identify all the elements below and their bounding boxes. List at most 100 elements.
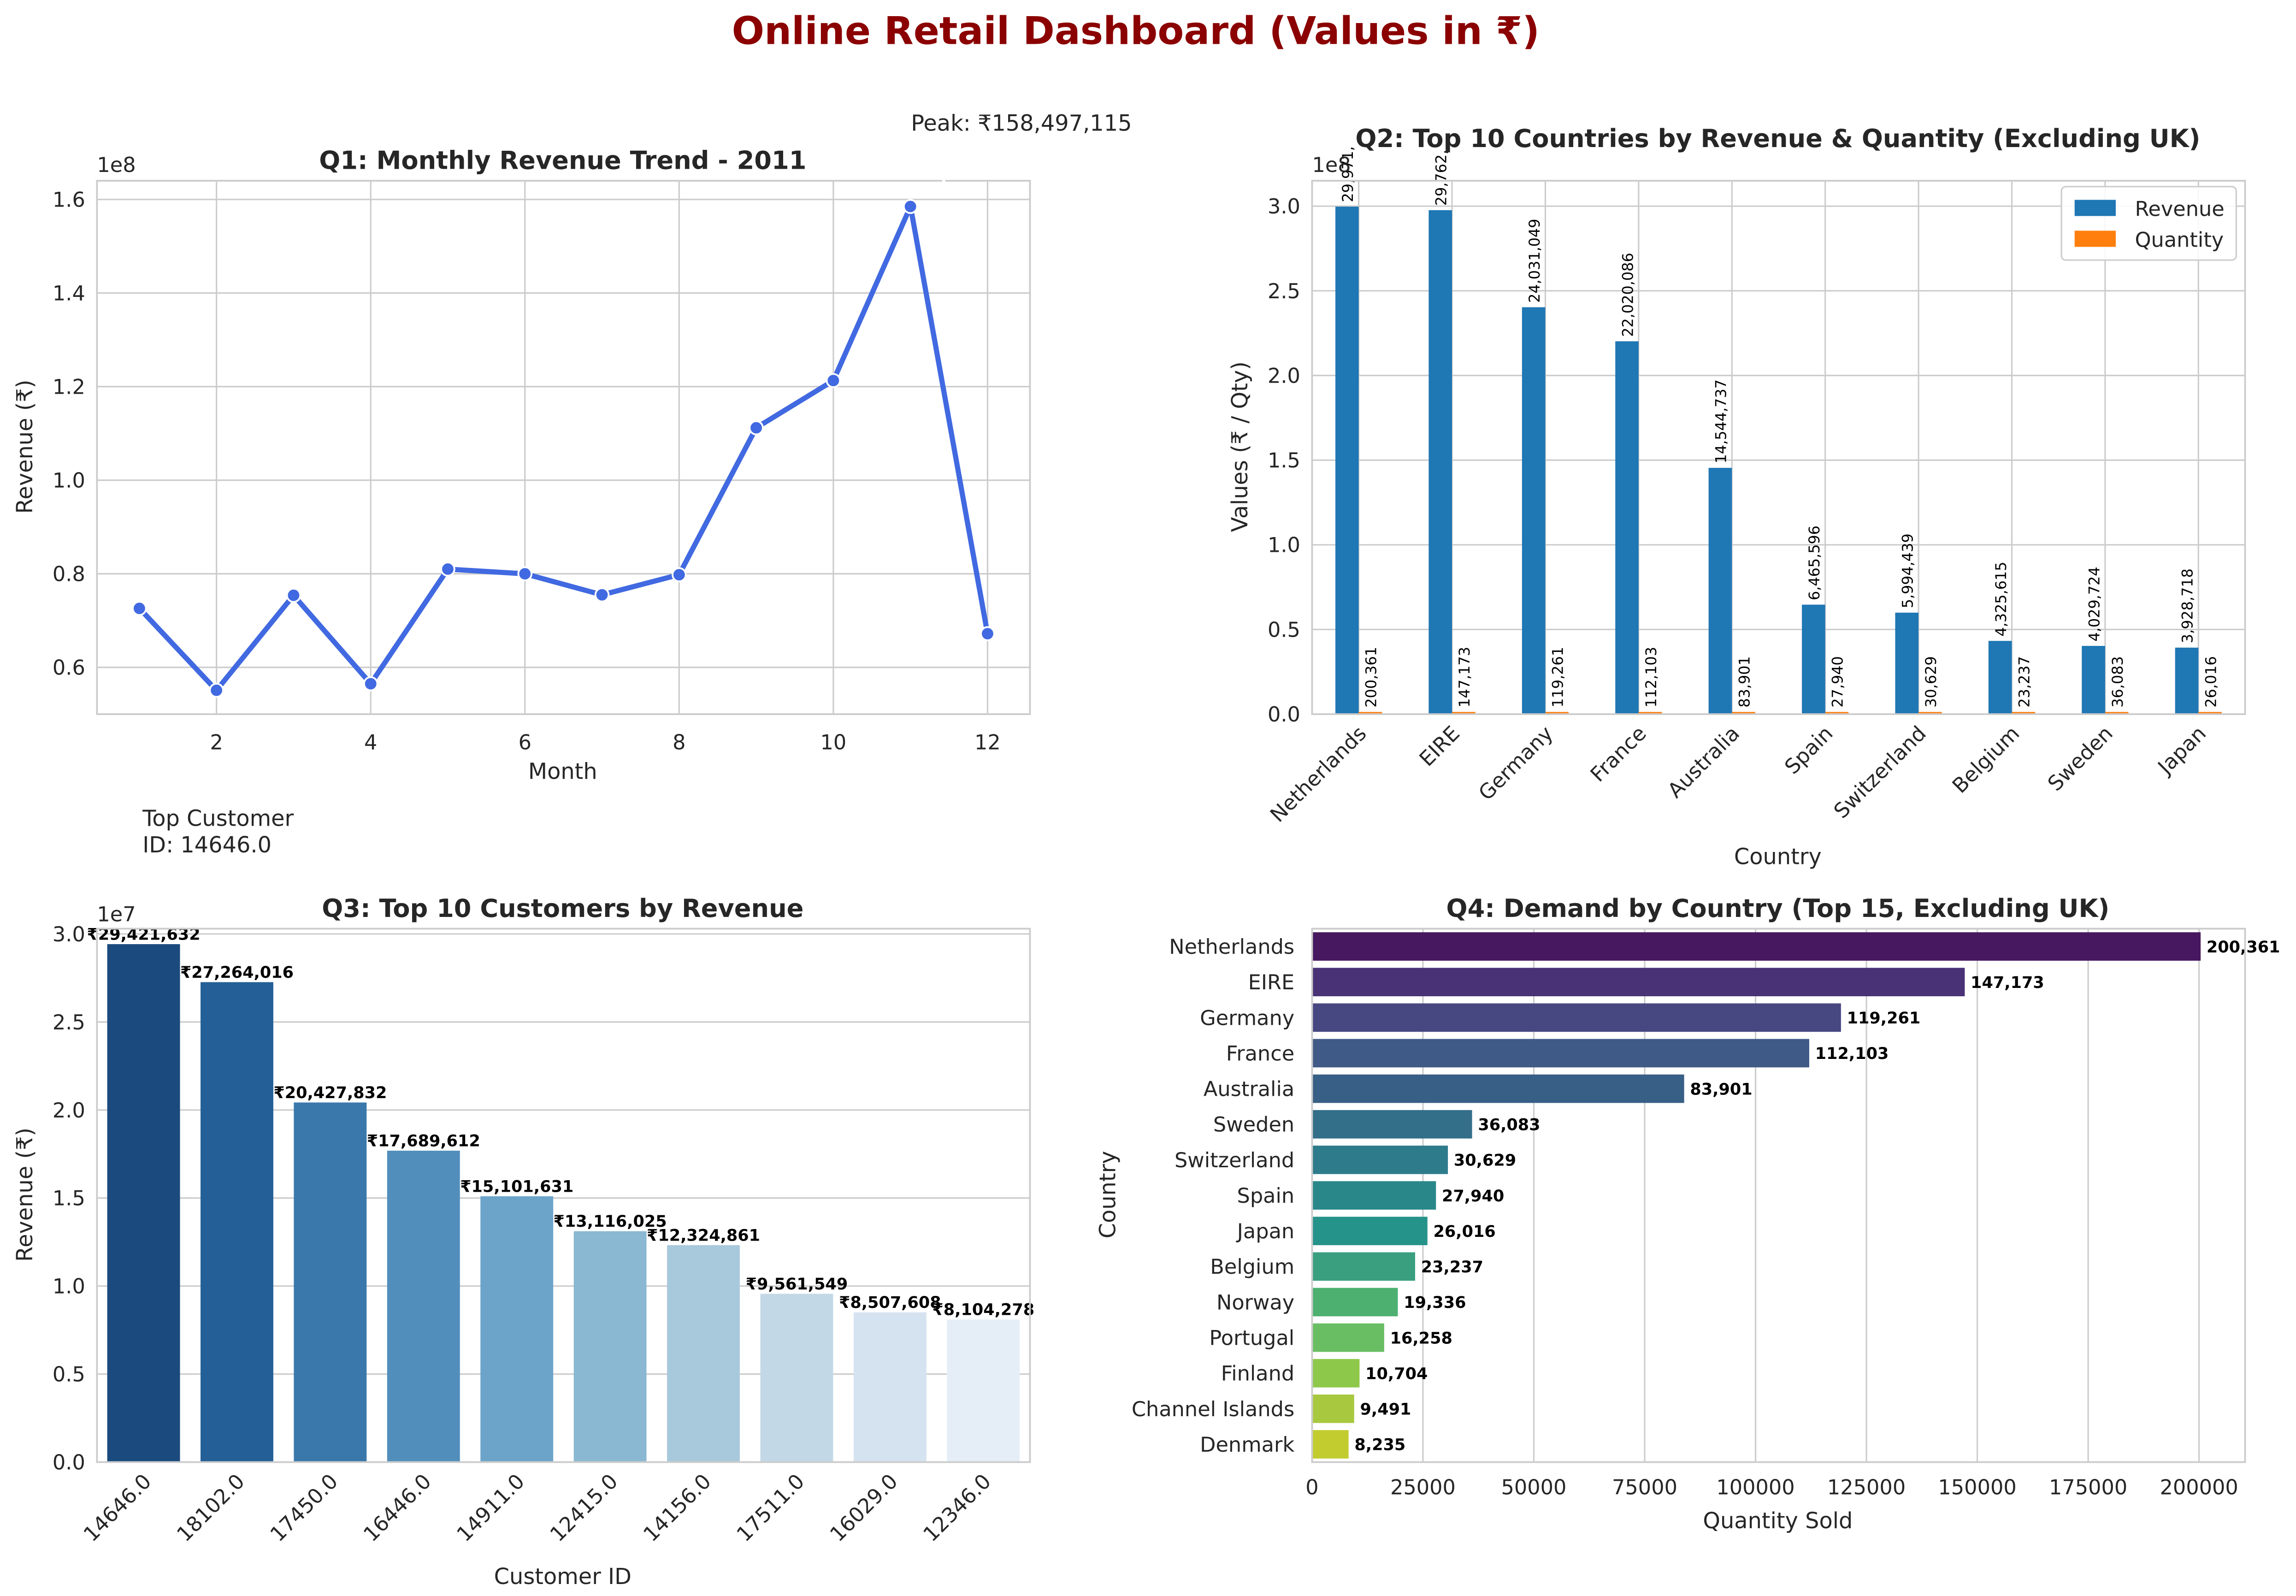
q2-bar-value-label: 200,361 xyxy=(1363,647,1380,708)
q4-bar xyxy=(1312,1039,1809,1068)
q2-bar-value-label: 14,544,737 xyxy=(1712,379,1730,463)
q4-bar xyxy=(1312,1395,1354,1423)
q1-y-tick-label: 1.2 xyxy=(53,375,85,399)
q3-bar xyxy=(853,1312,927,1462)
q2-legend-revenue-label: Revenue xyxy=(2135,197,2224,221)
q2-bar-value-label: 119,261 xyxy=(1549,647,1567,708)
q4-title: Q4: Demand by Country (Top 15, Excluding… xyxy=(1446,894,2110,923)
q1-peak-annotation: Peak: ₹158,497,115 xyxy=(911,111,1132,136)
q4-y-tick-label: Sweden xyxy=(1213,1113,1294,1137)
q2-legend: Revenue Quantity xyxy=(2060,186,2237,261)
q4-y-tick-label: Spain xyxy=(1237,1184,1295,1208)
q3-y-tick-label: 0.0 xyxy=(53,1451,85,1475)
q4-bar-value-label: 36,083 xyxy=(1478,1116,1540,1135)
q3-bar xyxy=(947,1319,1020,1462)
q4-x-tick-label: 100000 xyxy=(1716,1476,1794,1500)
q2-y-tick-label: 3.0 xyxy=(1268,195,1300,219)
q2-bar-revenue xyxy=(1895,612,1919,715)
q3-bar xyxy=(107,944,180,1462)
q1-plot-area xyxy=(97,181,1030,715)
q2-bar-revenue xyxy=(2082,646,2105,715)
q2-x-axis-label: Country xyxy=(1734,844,1822,869)
q4-bar xyxy=(1312,968,1965,997)
q4-bar-value-label: 30,629 xyxy=(1454,1151,1516,1170)
q3-bar-value-label: ₹8,104,278 xyxy=(932,1300,1034,1319)
q1-data-point xyxy=(517,566,533,581)
q2-bar-quantity xyxy=(1918,712,1942,715)
q1-data-point xyxy=(440,562,455,577)
q2-bar-value-label: 30,629 xyxy=(1922,656,1940,707)
q1-x-tick-label: 10 xyxy=(820,731,846,755)
q2-bar-quantity xyxy=(2105,712,2129,715)
q2-bar-quantity xyxy=(1638,712,1662,715)
q4-y-tick-label: EIRE xyxy=(1248,970,1295,994)
q2-bar-value-label: 4,029,724 xyxy=(2085,567,2103,641)
q4-bar-value-label: 9,491 xyxy=(1360,1400,1411,1419)
q3-y-tick-label: 1.0 xyxy=(53,1275,85,1299)
q2-bar-quantity xyxy=(1452,712,1476,715)
q3-bar xyxy=(294,1102,367,1462)
q4-y-tick-label: Germany xyxy=(1200,1006,1294,1030)
q2-bar-revenue xyxy=(1428,210,1452,715)
q4-bar-value-label: 27,940 xyxy=(1442,1187,1504,1206)
q4-bar xyxy=(1312,1110,1472,1139)
q1-title: Q1: Monthly Revenue Trend - 2011 xyxy=(319,146,806,175)
q4-y-tick-label: France xyxy=(1226,1041,1294,1065)
q2-bar-revenue xyxy=(1335,207,1359,715)
q3-bar xyxy=(573,1231,647,1462)
q1-data-point xyxy=(980,626,995,641)
q4-bar xyxy=(1312,1146,1448,1174)
q1-note-line: ID: 14646.0 xyxy=(142,833,272,858)
q1-x-tick-label: 12 xyxy=(974,731,1001,755)
q2-title: Q2: Top 10 Countries by Revenue & Quanti… xyxy=(1355,124,2200,153)
q1-y-tick-label: 1.6 xyxy=(53,188,85,212)
q2-bar-revenue xyxy=(1988,641,2012,715)
q1-x-tick-label: 8 xyxy=(673,731,685,755)
q2-bar-value-label: 3,928,718 xyxy=(2179,568,2196,643)
q2-y-tick-label: 0.5 xyxy=(1268,618,1300,642)
q4-y-tick-label: Norway xyxy=(1216,1290,1294,1314)
q3-y-tick-label: 2.5 xyxy=(53,1011,85,1034)
q2-y-tick-label: 0.0 xyxy=(1268,703,1300,727)
q4-bar xyxy=(1312,1181,1436,1210)
q4-bar-value-label: 112,103 xyxy=(1815,1044,1889,1063)
q4-y-tick-label: Japan xyxy=(1236,1219,1294,1243)
q3-bar-value-label: ₹8,507,608 xyxy=(839,1293,941,1312)
q3-y-tick-label: 2.0 xyxy=(53,1099,85,1123)
q4-bar-value-label: 26,016 xyxy=(1433,1222,1495,1241)
q3-bar-value-label: ₹15,101,631 xyxy=(460,1177,573,1196)
q3-bar xyxy=(480,1196,554,1462)
q4-bar xyxy=(1312,1323,1384,1352)
q2-y-tick-label: 2.5 xyxy=(1268,279,1300,303)
q2-bar-value-label: 36,083 xyxy=(2109,656,2126,707)
q3-title: Q3: Top 10 Customers by Revenue xyxy=(322,894,803,923)
q4-bar-value-label: 8,235 xyxy=(1354,1436,1405,1454)
q1-monthly-revenue-chart: 0.6 0.8 1.0 1.2 1.4 1.6 2 4 6 8 10 12 Q1: Monthly … xyxy=(12,111,1132,858)
q4-bar-value-label: 10,704 xyxy=(1365,1364,1428,1383)
q4-x-tick-label: 75000 xyxy=(1612,1476,1677,1500)
q4-bar xyxy=(1312,1359,1360,1388)
q3-bar-value-label: ₹13,116,025 xyxy=(554,1212,667,1231)
q4-bar-value-label: 119,261 xyxy=(1847,1009,1921,1028)
q2-bar-quantity xyxy=(1545,712,1569,715)
q2-bar-value-label: 147,173 xyxy=(1456,647,1473,708)
q1-y-tick-label: 0.6 xyxy=(53,656,85,680)
q2-legend-quantity-swatch xyxy=(2074,231,2116,247)
q1-x-tick-label: 2 xyxy=(210,731,223,755)
q2-bar-revenue xyxy=(2175,647,2199,715)
q2-bar-quantity xyxy=(1825,712,1849,715)
q1-data-point xyxy=(132,601,147,616)
q1-x-tick-label: 4 xyxy=(364,731,377,755)
q3-bar-value-label: ₹12,324,861 xyxy=(647,1226,760,1245)
q2-y-tick-label: 2.0 xyxy=(1268,364,1300,388)
q4-y-tick-label: Channel Islands xyxy=(1132,1397,1294,1421)
q4-bar xyxy=(1312,1217,1428,1246)
q4-x-axis-label: Quantity Sold xyxy=(1703,1508,1853,1534)
q3-plot-frame xyxy=(96,928,1031,1463)
q4-x-tick-label: 25000 xyxy=(1390,1476,1456,1500)
q4-x-tick-label: 50000 xyxy=(1501,1476,1567,1500)
q3-x-axis-label: Customer ID xyxy=(494,1564,632,1590)
q2-y-tick-label: 1.5 xyxy=(1268,449,1300,473)
